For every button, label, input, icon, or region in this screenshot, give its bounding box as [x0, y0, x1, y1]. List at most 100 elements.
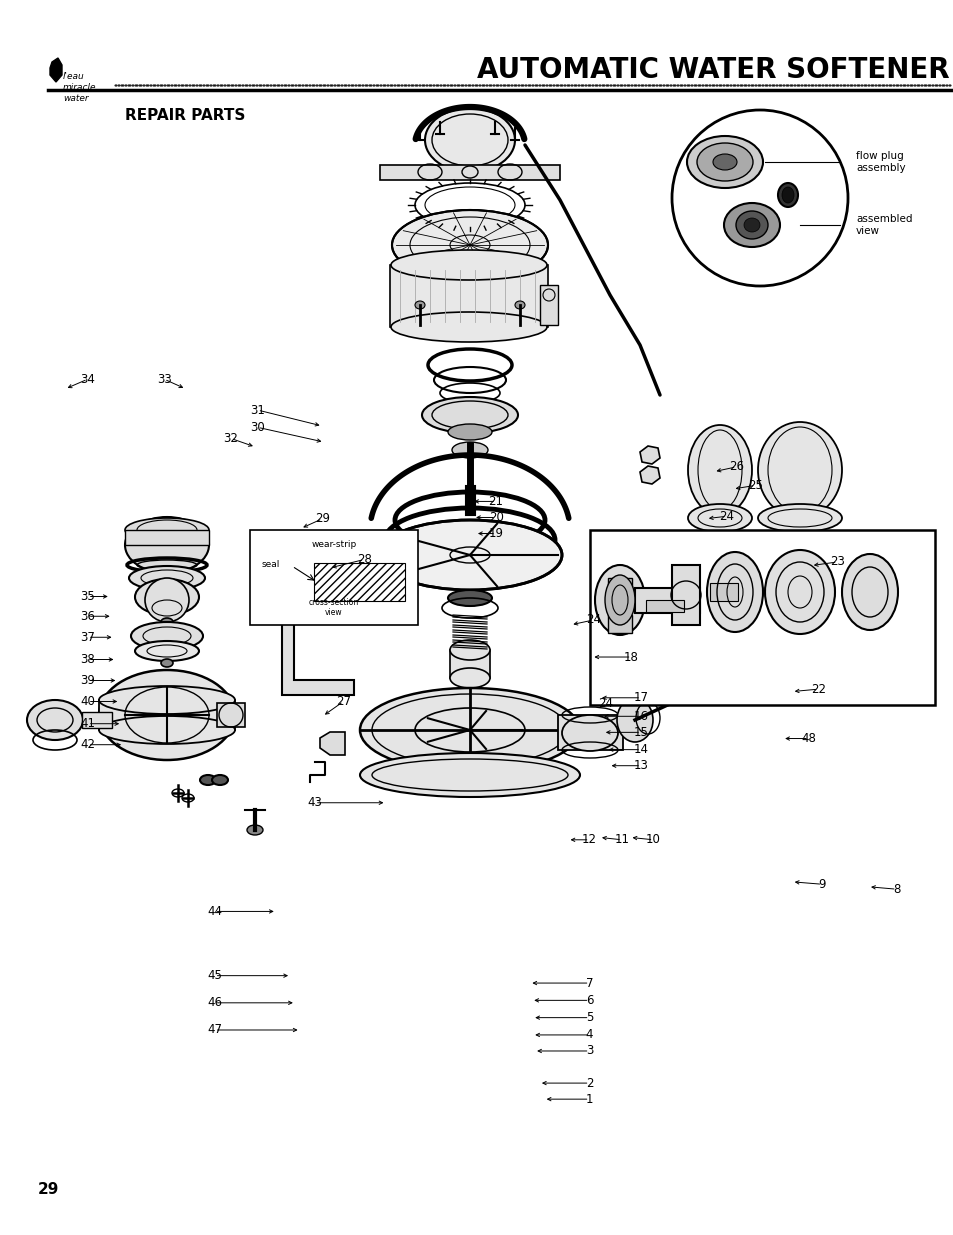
Bar: [709, 583, 738, 601]
Ellipse shape: [697, 143, 752, 182]
Text: 31: 31: [250, 404, 265, 416]
Text: 7: 7: [585, 977, 593, 989]
Text: flow plug
assembly: flow plug assembly: [855, 151, 904, 173]
Bar: [645, 600, 683, 613]
Text: 36: 36: [80, 610, 95, 622]
Text: 12: 12: [581, 834, 597, 846]
Bar: [99, 700, 234, 730]
Polygon shape: [639, 446, 659, 464]
Ellipse shape: [450, 668, 490, 688]
Ellipse shape: [212, 776, 228, 785]
Ellipse shape: [415, 301, 424, 309]
Text: 33: 33: [156, 373, 172, 385]
Text: 2: 2: [585, 1077, 593, 1089]
Bar: [379, 165, 559, 180]
Text: 4: 4: [585, 1029, 593, 1041]
Bar: [125, 530, 209, 545]
Ellipse shape: [561, 715, 618, 751]
Text: 38: 38: [80, 653, 95, 666]
Ellipse shape: [125, 517, 209, 542]
Text: 22: 22: [810, 683, 825, 695]
Bar: [558, 715, 622, 750]
Bar: [607, 615, 631, 634]
Ellipse shape: [392, 210, 547, 280]
Text: assembled
view: assembled view: [855, 214, 911, 236]
Ellipse shape: [735, 211, 767, 240]
Ellipse shape: [452, 442, 488, 458]
Text: 13: 13: [633, 760, 648, 772]
Ellipse shape: [424, 107, 515, 172]
Bar: [390, 266, 547, 327]
Bar: [314, 563, 404, 601]
Ellipse shape: [359, 753, 579, 797]
Ellipse shape: [781, 186, 793, 203]
Text: 43: 43: [307, 797, 322, 809]
Ellipse shape: [448, 590, 492, 606]
Ellipse shape: [758, 504, 841, 532]
Polygon shape: [282, 610, 354, 695]
Text: 37: 37: [80, 631, 95, 643]
Ellipse shape: [99, 685, 234, 714]
Text: 48: 48: [801, 732, 816, 745]
Text: 25: 25: [747, 479, 762, 492]
Text: 17: 17: [633, 692, 648, 704]
Ellipse shape: [686, 136, 762, 188]
Bar: [635, 588, 700, 613]
Ellipse shape: [200, 776, 215, 785]
Ellipse shape: [515, 301, 524, 309]
Ellipse shape: [131, 622, 203, 650]
Text: 21: 21: [488, 495, 503, 508]
Ellipse shape: [161, 659, 172, 667]
Text: 41: 41: [80, 718, 95, 730]
Bar: [216, 703, 245, 727]
Text: 24: 24: [585, 614, 600, 626]
Text: AUTOMATIC WATER SOFTENER: AUTOMATIC WATER SOFTENER: [476, 56, 949, 84]
Text: 5: 5: [585, 1011, 593, 1024]
Ellipse shape: [712, 154, 737, 170]
Text: 19: 19: [488, 527, 503, 540]
Ellipse shape: [706, 552, 762, 632]
Text: 42: 42: [80, 739, 95, 751]
Ellipse shape: [145, 578, 189, 622]
Text: 45: 45: [207, 969, 222, 982]
Text: 24: 24: [598, 697, 613, 710]
Text: wear-strip: wear-strip: [311, 540, 356, 550]
Ellipse shape: [377, 520, 561, 590]
Text: REPAIR PARTS: REPAIR PARTS: [125, 107, 245, 124]
Ellipse shape: [125, 517, 209, 573]
Text: 34: 34: [80, 373, 95, 385]
Ellipse shape: [841, 555, 897, 630]
Ellipse shape: [99, 671, 234, 760]
Ellipse shape: [604, 576, 635, 625]
Ellipse shape: [743, 219, 760, 232]
Ellipse shape: [27, 700, 83, 740]
Text: 1: 1: [585, 1093, 593, 1105]
Ellipse shape: [617, 698, 652, 742]
Ellipse shape: [778, 183, 797, 207]
Text: 29: 29: [38, 1182, 59, 1197]
Ellipse shape: [247, 825, 263, 835]
Text: 40: 40: [80, 695, 95, 708]
Ellipse shape: [450, 640, 490, 659]
Bar: [250, 530, 417, 625]
Ellipse shape: [359, 688, 579, 772]
Polygon shape: [319, 732, 345, 755]
Ellipse shape: [687, 532, 751, 548]
Ellipse shape: [448, 424, 492, 440]
Bar: [539, 285, 558, 325]
Polygon shape: [50, 58, 62, 82]
Ellipse shape: [687, 576, 751, 604]
Ellipse shape: [764, 550, 834, 634]
Ellipse shape: [595, 564, 644, 635]
Text: 20: 20: [488, 511, 503, 524]
Ellipse shape: [135, 579, 199, 615]
Text: 6: 6: [585, 994, 593, 1007]
Bar: [82, 713, 112, 727]
Text: 15: 15: [633, 726, 648, 739]
Ellipse shape: [391, 249, 546, 280]
Bar: [671, 564, 700, 625]
Text: 28: 28: [356, 553, 372, 566]
Ellipse shape: [135, 641, 199, 661]
Ellipse shape: [687, 504, 751, 532]
Ellipse shape: [758, 422, 841, 517]
